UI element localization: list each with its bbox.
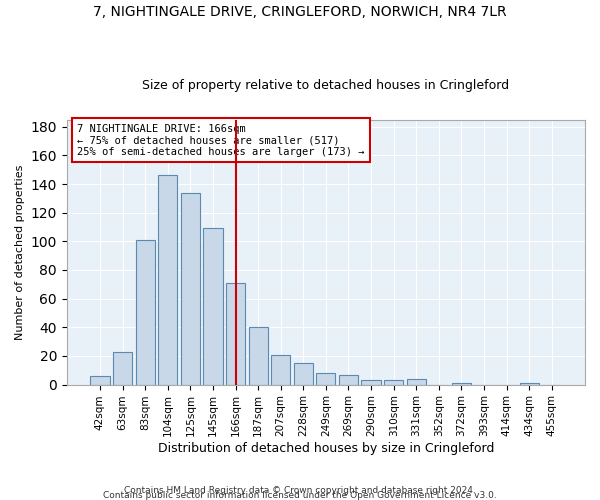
Text: Contains public sector information licensed under the Open Government Licence v3: Contains public sector information licen… <box>103 491 497 500</box>
Bar <box>113 352 132 384</box>
Bar <box>181 192 200 384</box>
Text: 7 NIGHTINGALE DRIVE: 166sqm
← 75% of detached houses are smaller (517)
25% of se: 7 NIGHTINGALE DRIVE: 166sqm ← 75% of det… <box>77 124 365 156</box>
Bar <box>136 240 155 384</box>
Bar <box>339 374 358 384</box>
Bar <box>226 283 245 384</box>
Bar <box>271 354 290 384</box>
Y-axis label: Number of detached properties: Number of detached properties <box>15 164 25 340</box>
Title: Size of property relative to detached houses in Cringleford: Size of property relative to detached ho… <box>142 79 509 92</box>
Bar <box>384 380 403 384</box>
Bar <box>203 228 223 384</box>
Bar <box>316 373 335 384</box>
Text: Contains HM Land Registry data © Crown copyright and database right 2024.: Contains HM Land Registry data © Crown c… <box>124 486 476 495</box>
Bar <box>158 176 178 384</box>
X-axis label: Distribution of detached houses by size in Cringleford: Distribution of detached houses by size … <box>158 442 494 455</box>
Bar <box>91 376 110 384</box>
Bar <box>520 383 539 384</box>
Text: 7, NIGHTINGALE DRIVE, CRINGLEFORD, NORWICH, NR4 7LR: 7, NIGHTINGALE DRIVE, CRINGLEFORD, NORWI… <box>93 5 507 19</box>
Bar <box>407 379 426 384</box>
Bar <box>361 380 380 384</box>
Bar <box>248 328 268 384</box>
Bar <box>293 363 313 384</box>
Bar <box>452 383 471 384</box>
